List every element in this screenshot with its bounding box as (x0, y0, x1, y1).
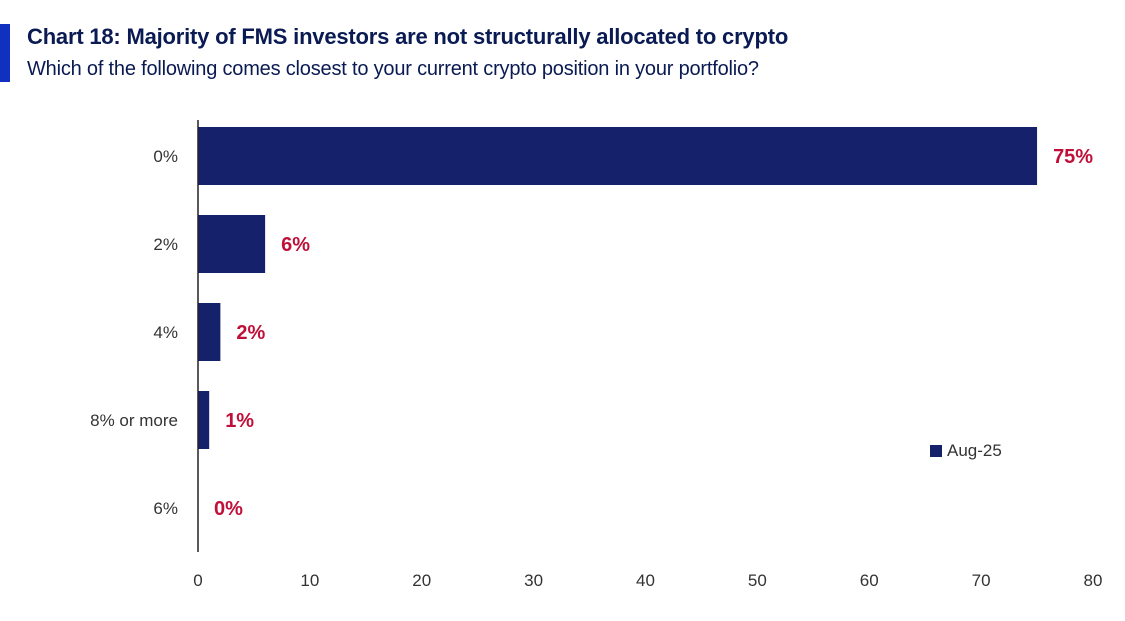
x-tick-label: 10 (300, 571, 319, 590)
legend-label: Aug-25 (947, 441, 1002, 460)
category-label: 8% or more (90, 411, 178, 430)
category-label: 0% (153, 147, 178, 166)
chart-subtitle: Which of the following comes closest to … (27, 58, 759, 80)
x-tick-label: 20 (412, 571, 431, 590)
chart-legend: Aug-25 (930, 441, 1002, 461)
legend-swatch (930, 445, 942, 457)
x-tick-label: 70 (972, 571, 991, 590)
x-tick-label: 40 (636, 571, 655, 590)
bar (198, 303, 221, 361)
chart-title: Chart 18: Majority of FMS investors are … (27, 24, 789, 49)
data-label: 6% (281, 234, 310, 256)
x-tick-label: 80 (1084, 571, 1103, 590)
x-tick-label: 50 (748, 571, 767, 590)
bar (198, 215, 266, 273)
data-label: 0% (214, 498, 243, 520)
data-label: 75% (1053, 146, 1093, 168)
title-accent-bar (0, 24, 10, 82)
x-tick-label: 60 (860, 571, 879, 590)
bar (198, 127, 1038, 185)
bar (198, 391, 210, 449)
x-tick-label: 30 (524, 571, 543, 590)
category-label: 6% (153, 499, 178, 518)
x-tick-label: 0 (193, 571, 202, 590)
category-label: 4% (153, 323, 178, 342)
data-label: 2% (236, 322, 265, 344)
data-label: 1% (225, 410, 254, 432)
category-label: 2% (153, 235, 178, 254)
